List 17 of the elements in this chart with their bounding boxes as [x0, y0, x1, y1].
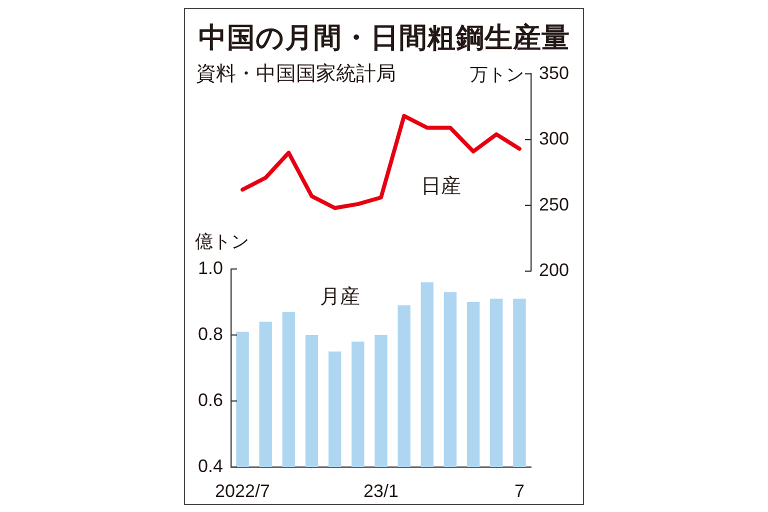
x-tick-label: 7 — [514, 480, 524, 501]
y-tick-label: 250 — [539, 194, 570, 214]
annotation: 資料・中国国家統計局 — [196, 60, 396, 86]
y-axis-title: 億トン — [195, 232, 249, 253]
y-tick-label: 300 — [539, 128, 570, 149]
y-tick-label: 0.4 — [198, 456, 223, 476]
x-tick-label: 2022/7 — [215, 480, 270, 501]
y-tick-label: 350 — [539, 62, 570, 83]
x-tick-label: 23/1 — [363, 480, 399, 501]
y-axis-title: 万トン — [470, 64, 524, 86]
y-tick-label: 0.6 — [198, 390, 223, 410]
series-label: 日産 — [421, 174, 461, 198]
series-label: 月産 — [320, 284, 360, 308]
y-tick-label: 200 — [539, 260, 570, 280]
chart-title: 中国の月間・日間粗鋼生産量 — [197, 20, 571, 56]
y-tick-label: 0.8 — [198, 324, 223, 344]
y-tick-label: 1.0 — [198, 258, 223, 278]
